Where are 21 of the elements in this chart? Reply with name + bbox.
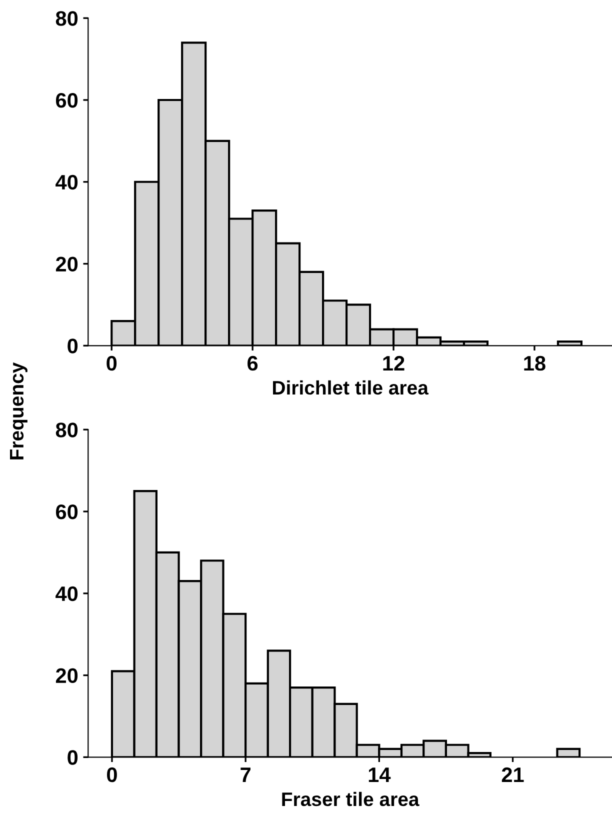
x-tick-label: 6 (248, 356, 258, 371)
y-tick-label: 0 (68, 750, 78, 765)
y-tick-label: 80 (56, 11, 78, 26)
y-tick-label: 0 (68, 338, 78, 354)
x-tick-label: 18 (524, 356, 546, 371)
x-tick-label: 7 (240, 768, 250, 782)
x-axis-title: Fraser tile area (282, 792, 420, 806)
x-tick-label: 0 (106, 356, 117, 371)
x-tick-label: 21 (502, 767, 524, 782)
y-tick-label: 60 (56, 92, 78, 108)
y-tick-label: 60 (56, 504, 78, 520)
y-tick-label: 20 (56, 668, 78, 684)
y-tick-label: 20 (56, 256, 78, 272)
x-tick-label: 14 (368, 768, 391, 782)
y-axis-title: Frequency (10, 362, 28, 460)
y-tick-label: 40 (56, 174, 78, 190)
x-axis-title: Dirichlet tile area (273, 380, 429, 395)
y-tick-label: 40 (56, 586, 78, 602)
x-tick-label: 12 (383, 356, 404, 370)
x-tick-label: 0 (107, 767, 117, 782)
y-tick-label: 80 (56, 422, 78, 438)
